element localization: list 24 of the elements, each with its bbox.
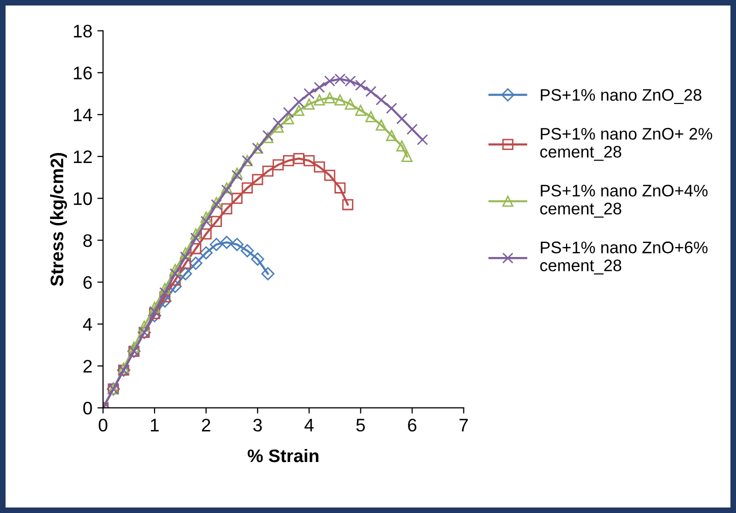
y-tick-label: 16 xyxy=(74,66,92,80)
y-tick-label: 2 xyxy=(83,360,92,372)
legend-label: PS+1% nano ZnO_28 xyxy=(540,89,702,104)
legend-label: PS+1% nano ZnO+6% cement_28 xyxy=(540,242,708,274)
y-tick-label: 18 xyxy=(74,24,92,38)
x-tick-label: 6 xyxy=(408,418,416,432)
x-tick-label: 7 xyxy=(460,418,468,432)
x-tick-label: 1 xyxy=(150,418,159,432)
y-tick-label: 10 xyxy=(74,192,92,206)
y-tick-label: 8 xyxy=(83,234,92,247)
y-tick-label: 12 xyxy=(74,150,92,164)
x-tick-label: 4 xyxy=(304,418,314,432)
y-axis-title: Stress (kg/cm2) xyxy=(50,152,67,286)
x-tick-label: 0 xyxy=(98,418,108,432)
x-tick-label: 5 xyxy=(356,418,365,432)
y-tick-label: 6 xyxy=(84,276,92,289)
legend-label: PS+1% nano ZnO+ 2% cement_28 xyxy=(540,128,712,161)
y-tick-label: 4 xyxy=(82,318,92,331)
legend-label: PS+1% nano ZnO+4% cement_28 xyxy=(540,184,708,218)
x-tick-label: 2 xyxy=(202,418,210,432)
y-tick-label: 0 xyxy=(83,402,92,415)
y-tick-label: 14 xyxy=(74,108,92,122)
x-axis-title: % Strain xyxy=(248,448,318,462)
x-tick-label: 3 xyxy=(253,418,262,432)
